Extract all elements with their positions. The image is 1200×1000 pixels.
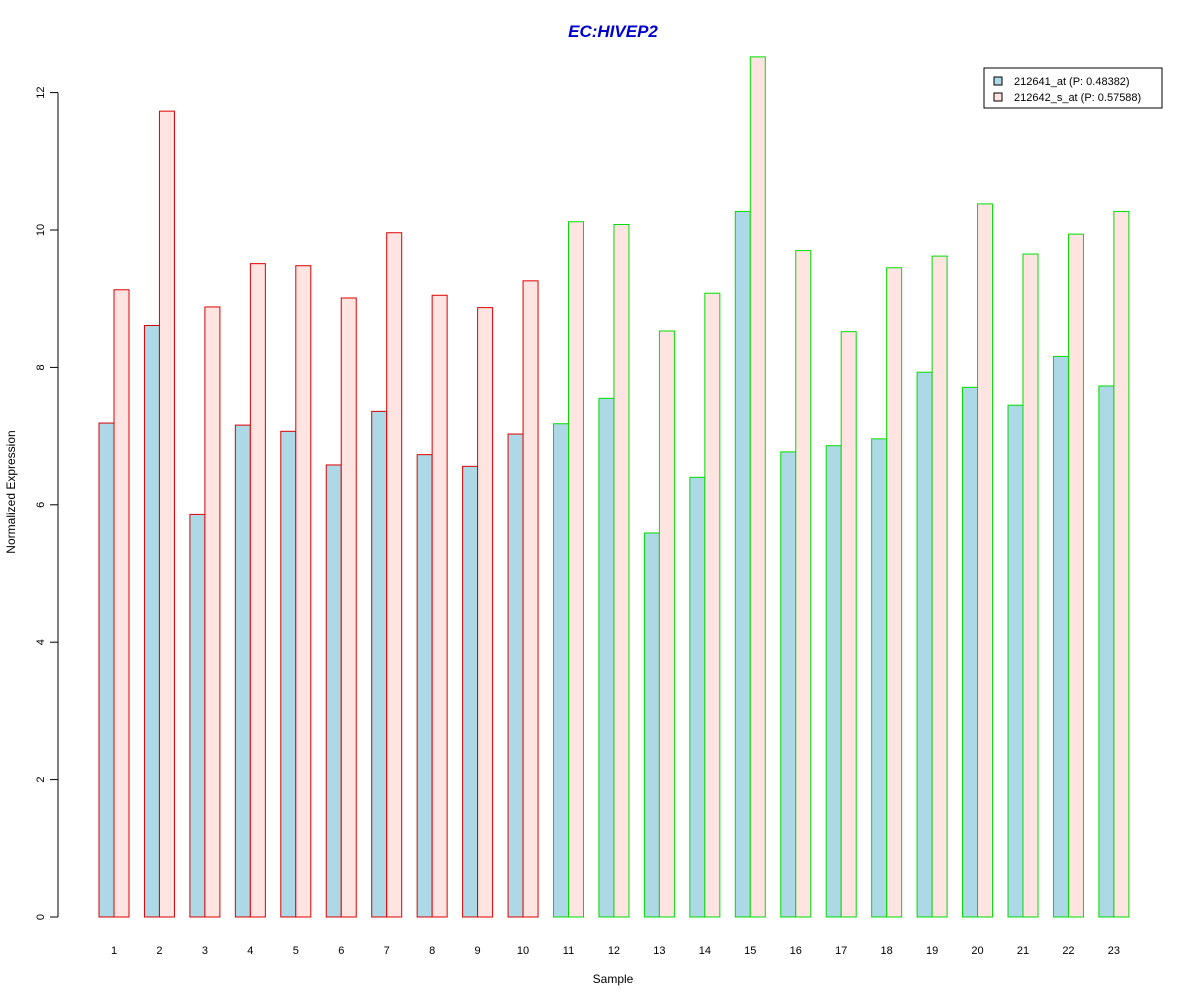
bar-212641-at: [462, 465, 479, 918]
x-tick-label: 21: [1017, 945, 1029, 957]
bar-212642-s-at: [658, 330, 675, 918]
x-tick-label: 1: [111, 945, 117, 957]
bar-212641-at: [553, 423, 569, 918]
bar-212642-s-at: [295, 265, 312, 918]
x-tick-label: 12: [608, 945, 620, 957]
x-tick-label: 5: [293, 945, 299, 957]
y-tick-label: 6: [35, 502, 47, 508]
bar-212641-at: [1052, 355, 1069, 918]
bar-212641-at: [780, 451, 797, 918]
y-tick-label: 4: [35, 639, 47, 645]
y-tick-label: 12: [35, 86, 47, 98]
x-tick-label: 3: [202, 945, 208, 957]
x-tick-label: 7: [384, 945, 390, 957]
bar-212642-s-at: [522, 280, 539, 918]
bar-212641-at: [1098, 385, 1115, 918]
bar-212641-at: [825, 445, 842, 918]
bar-212641-at: [962, 386, 979, 918]
legend-swatch: [993, 76, 1003, 86]
bar-212641-at: [371, 410, 388, 918]
bar-212641-at: [189, 513, 206, 918]
y-tick-label: 0: [35, 914, 47, 920]
x-axis-label: Sample: [593, 972, 634, 986]
bar-212642-s-at: [931, 255, 948, 918]
bar-212642-s-at: [431, 294, 448, 918]
bar-212641-at: [234, 424, 251, 918]
bar-212641-at: [143, 324, 160, 918]
bar-212642-s-at: [977, 203, 994, 918]
y-axis: 0 2 4 6 8 10 12: [35, 86, 59, 920]
bar-212641-at: [871, 438, 888, 918]
bar-212642-s-at: [568, 221, 584, 918]
legend: 212641_at (P: 0.48382) 212642_s_at (P: 0.…: [983, 67, 1163, 109]
bar-212641-at: [689, 476, 706, 918]
y-tick-label: 10: [35, 224, 47, 236]
bar-212642-s-at: [249, 263, 266, 918]
bar-series: [98, 56, 1130, 918]
x-tick-label: 23: [1108, 945, 1120, 957]
x-tick-label: 6: [338, 945, 344, 957]
bar-212641-at: [598, 397, 615, 918]
y-axis-label: Normalized Expression: [4, 430, 18, 553]
bar-212642-s-at: [886, 267, 903, 918]
y-tick-label: 8: [35, 364, 47, 370]
legend-swatch: [993, 92, 1003, 102]
bar-212641-at: [643, 532, 660, 918]
bar-212642-s-at: [704, 292, 721, 918]
bar-212641-at: [416, 454, 433, 918]
x-tick-label: 16: [790, 945, 802, 957]
bar-212642-s-at: [1067, 233, 1084, 918]
bar-212642-s-at: [840, 331, 857, 918]
x-tick-label: 2: [156, 945, 162, 957]
bar-212642-s-at: [613, 224, 630, 918]
bar-212641-at: [280, 430, 297, 918]
x-tick-label: 4: [247, 945, 253, 957]
x-tick-label: 14: [699, 945, 711, 957]
x-tick-label: 10: [517, 945, 529, 957]
bar-212641-at: [507, 433, 524, 918]
bar-212642-s-at: [1022, 253, 1039, 918]
x-tick-label: 19: [926, 945, 938, 957]
bar-212642-s-at: [1113, 210, 1130, 918]
bar-212642-s-at: [795, 250, 812, 918]
x-tick-label: 13: [653, 945, 665, 957]
bar-212642-s-at: [158, 110, 175, 918]
bar-212642-s-at: [340, 297, 357, 918]
legend-box: [983, 67, 1163, 109]
x-tick-label: 22: [1062, 945, 1074, 957]
bar-212642-s-at: [204, 306, 221, 918]
x-tick-label: 18: [881, 945, 893, 957]
bar-212641-at: [734, 210, 751, 918]
bar-212642-s-at: [477, 307, 494, 918]
x-tick-label: 15: [744, 945, 756, 957]
bar-212641-at: [916, 371, 933, 918]
y-tick-label: 2: [35, 777, 47, 783]
x-tick-label: 20: [971, 945, 983, 957]
x-axis-tick-labels: 1 2 3 4 5 6 7 8 9 10 11 12 13 14 15 16 17 18 19 20 21 22 23: [111, 945, 1120, 957]
legend-label: 212641_at (P: 0.48382): [1014, 76, 1130, 88]
bar-212642-s-at: [749, 56, 766, 918]
bar-212641-at: [325, 464, 342, 918]
x-tick-label: 9: [475, 945, 481, 957]
legend-label: 212642_s_at (P: 0.57588): [1014, 92, 1141, 104]
x-tick-label: 11: [563, 945, 574, 957]
x-tick-label: 8: [429, 945, 435, 957]
bar-212641-at: [1007, 404, 1024, 918]
chart-title: EC:HIVEP2: [568, 22, 658, 41]
bar-212641-at: [98, 422, 115, 918]
x-tick-label: 17: [835, 945, 847, 957]
bar-212642-s-at: [386, 232, 403, 918]
bar-212642-s-at: [113, 289, 130, 918]
